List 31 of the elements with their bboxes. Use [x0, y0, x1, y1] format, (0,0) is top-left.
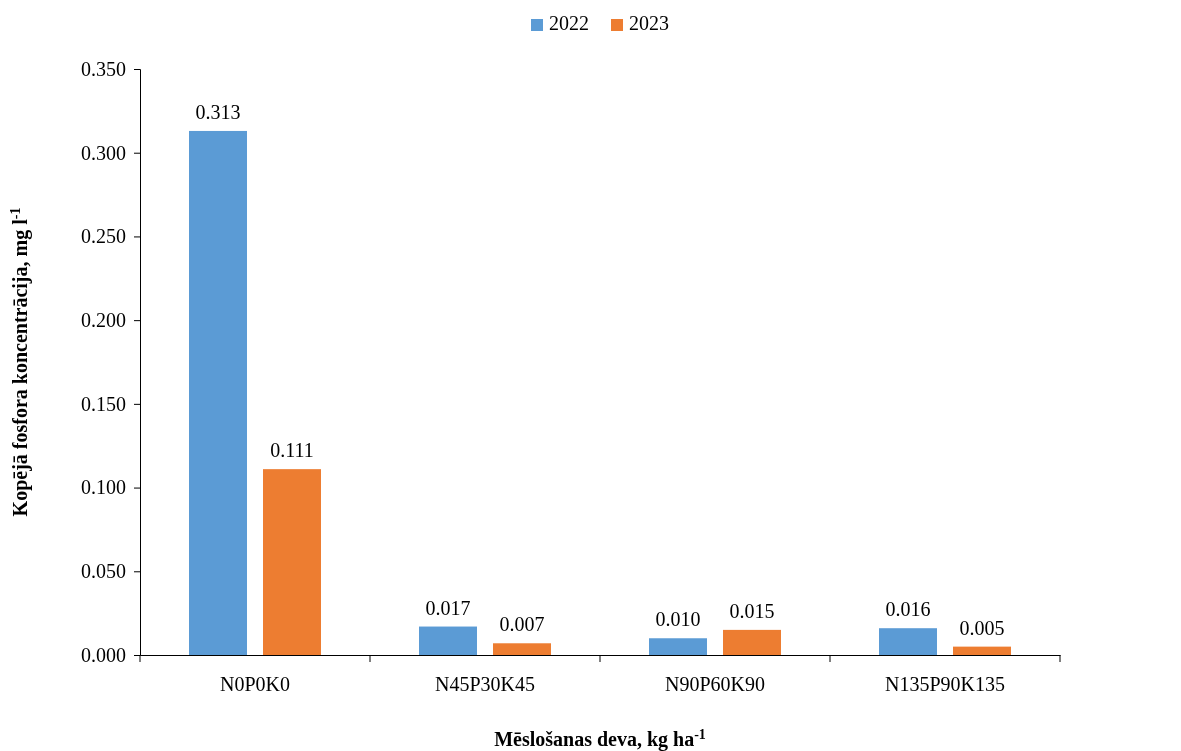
y-tick-label: 0.150	[81, 392, 126, 415]
data-label: 0.111	[270, 439, 314, 462]
data-label: 0.007	[499, 613, 545, 636]
y-tick-label: 0.100	[81, 476, 126, 499]
bar	[649, 638, 707, 655]
data-label: 0.015	[729, 599, 775, 622]
x-tick-label: N0P0K0	[219, 673, 291, 696]
bar	[953, 646, 1011, 655]
x-tick-label: N45P30K45	[434, 673, 536, 696]
data-label: 0.017	[425, 596, 471, 619]
y-tick-label: 0.200	[81, 309, 126, 332]
y-tick-label: 0.350	[81, 57, 126, 80]
y-tick-label: 0.250	[81, 225, 126, 248]
legend-label: 2023	[629, 12, 669, 34]
bar	[419, 626, 477, 655]
x-tick-label: N135P90K135	[884, 673, 1006, 696]
y-tick-label: 0.050	[81, 560, 126, 583]
data-label: 0.005	[959, 616, 1005, 639]
bar	[493, 643, 551, 655]
data-label: 0.016	[885, 598, 931, 621]
y-tick-label: 0.000	[81, 643, 126, 666]
x-tick-label: N90P60K90	[664, 673, 766, 696]
bar	[723, 629, 781, 655]
bar	[879, 628, 937, 655]
y-tick-label: 0.300	[81, 141, 126, 164]
bar	[189, 130, 247, 655]
legend-label: 2022	[549, 12, 589, 34]
data-label: 0.010	[655, 608, 701, 631]
bar	[263, 469, 321, 655]
x-axis-title: Mēslošanas deva, kg ha$^{-1}$	[494, 726, 706, 751]
data-label: 0.313	[195, 100, 241, 123]
